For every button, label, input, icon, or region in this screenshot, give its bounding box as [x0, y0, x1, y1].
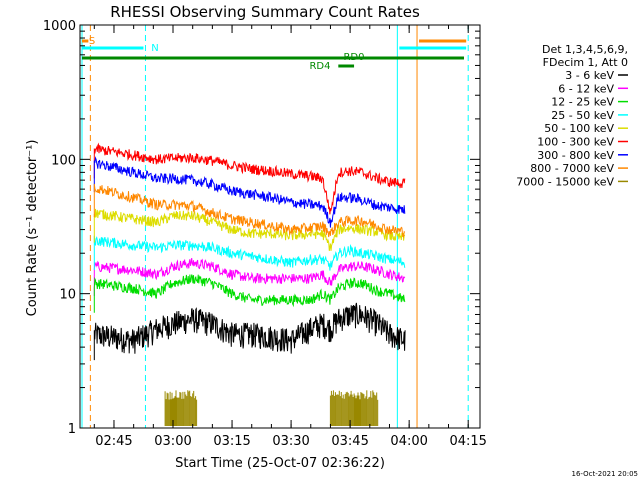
x-tick-label: 03:30	[272, 434, 309, 449]
vertical-markers	[81, 25, 469, 428]
x-tick-label: 03:00	[154, 434, 191, 449]
series-line-5	[93, 208, 406, 251]
y-tick-label: 1000	[43, 19, 76, 34]
axes: 1 10 100 1000 02:45 03:00 03:15 03:30 03:45 04:00…	[43, 19, 487, 449]
plot-frame	[79, 24, 481, 429]
series-line-7	[93, 156, 406, 228]
y-tick-label: 10	[59, 288, 76, 303]
y-tick-label: 100	[51, 153, 76, 168]
legend-entry-label: 100 - 300 keV	[537, 136, 614, 149]
legend-entry-label: 3 - 6 keV	[565, 69, 614, 82]
x-tick-label: 04:15	[449, 434, 486, 449]
legend-entry-label: 800 - 7000 keV	[530, 162, 614, 175]
series-line-3	[93, 274, 406, 313]
x-axis-label: Start Time (25-Oct-07 02:36:22)	[175, 456, 385, 471]
y-tick-label: 1	[68, 422, 76, 437]
legend-entry-label: 300 - 800 keV	[537, 149, 614, 162]
legend-entry-label: 12 - 25 keV	[551, 96, 614, 109]
x-tick-label: 04:00	[390, 434, 427, 449]
legend-entry-label: 50 - 100 keV	[544, 122, 614, 135]
legend-entry-label: 6 - 12 keV	[558, 82, 614, 95]
series-line-6	[93, 142, 406, 215]
annotation-bars: S N RD0 RD4	[82, 36, 467, 426]
series-line-1	[93, 302, 406, 361]
x-tick-label: 02:45	[95, 434, 132, 449]
series-layer	[93, 142, 406, 361]
x-tick-label: 03:15	[213, 434, 250, 449]
series-line-8	[93, 183, 406, 238]
annotation-label-rd4: RD4	[309, 61, 330, 72]
y-axis-label: Count Rate (s⁻¹ detector⁻¹)	[25, 140, 40, 317]
annotation-label-n: N	[151, 43, 158, 54]
x-tick-label: 03:45	[331, 434, 368, 449]
chart-title: RHESSI Observing Summary Count Rates	[110, 3, 420, 21]
annotation-label-s: S	[89, 36, 95, 47]
generation-timestamp: 16-Oct-2021 20:05	[572, 470, 638, 478]
legend-entry-label: 25 - 50 keV	[551, 109, 614, 122]
series-line-2	[93, 258, 406, 296]
legend-header-line: Det 1,3,4,5,6,9,	[542, 43, 628, 56]
series-line-4	[93, 235, 406, 271]
annotation-label-rd0: RD0	[343, 52, 364, 63]
legend-entry-label: 7000 - 15000 keV	[516, 175, 614, 188]
legend: Det 1,3,4,5,6,9,FDecim 1, Att 03 - 6 keV…	[516, 43, 628, 188]
legend-header-line: FDecim 1, Att 0	[543, 56, 628, 69]
